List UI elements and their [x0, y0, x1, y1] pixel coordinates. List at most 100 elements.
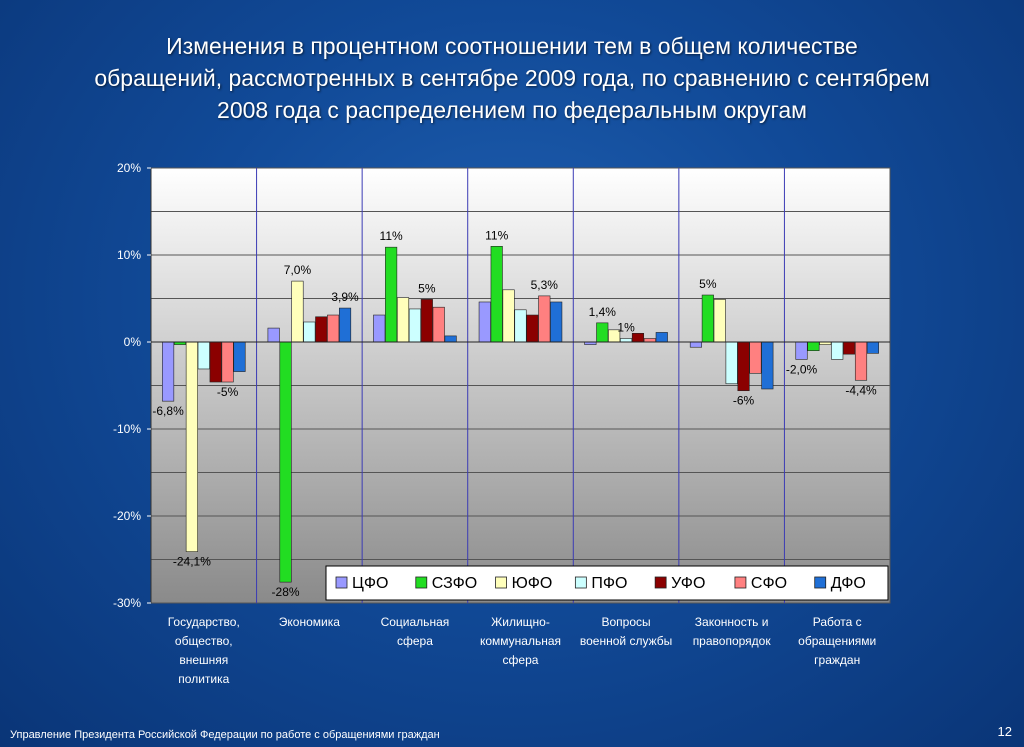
- bar: [396, 297, 410, 343]
- legend-label: СФО: [751, 575, 787, 592]
- x-category-label: Социальная: [381, 615, 450, 629]
- bar: [197, 341, 210, 370]
- bar: [339, 307, 352, 343]
- bar: [701, 294, 714, 343]
- bar: [373, 314, 386, 343]
- data-label: 5%: [418, 281, 436, 295]
- bar: [385, 246, 398, 343]
- x-category-label: Законность и: [695, 615, 769, 629]
- legend-label: СЗФО: [432, 575, 477, 592]
- legend-label: ПФО: [591, 575, 627, 592]
- x-category-label: обращениями: [798, 634, 876, 648]
- bar: [795, 341, 808, 360]
- bar: [550, 301, 563, 343]
- x-category-label: Экономика: [279, 615, 340, 629]
- bar: [843, 341, 856, 355]
- bar: [713, 299, 726, 343]
- data-label: -4,4%: [845, 383, 877, 397]
- bar: [490, 246, 503, 343]
- data-label: -2,0%: [786, 362, 818, 376]
- bar: [162, 341, 175, 402]
- x-category-label: коммунальная: [480, 634, 561, 648]
- legend-label: ЦФО: [352, 575, 388, 592]
- bar: [303, 321, 316, 343]
- bar: [221, 341, 234, 383]
- bars: [162, 246, 879, 583]
- bar: [420, 299, 433, 343]
- footer-text: Управление Президента Российской Федерац…: [10, 729, 440, 741]
- legend: ЦФО СЗФО ЮФО ПФО УФО СФО ДФО: [325, 565, 889, 601]
- bar: [749, 341, 762, 374]
- legend-label: УФО: [671, 575, 705, 592]
- bar: [854, 341, 868, 381]
- y-tick-label: -10%: [113, 422, 141, 436]
- data-label: -5%: [217, 385, 239, 399]
- bar: [432, 306, 445, 343]
- bar: [478, 301, 491, 343]
- y-tick-label: 10%: [117, 248, 141, 262]
- data-label: 1,4%: [589, 305, 617, 319]
- data-label: -6,8%: [152, 404, 184, 418]
- x-category-label: граждан: [814, 653, 860, 667]
- data-label: 1%: [617, 321, 635, 335]
- bar: [267, 327, 280, 343]
- legend-swatch: [415, 576, 428, 589]
- bar: [866, 341, 879, 354]
- x-category-label: военной службы: [580, 634, 672, 648]
- bar: [761, 341, 774, 390]
- x-category-label: общество,: [175, 634, 233, 648]
- legend-swatch: [495, 576, 507, 589]
- bar: [291, 280, 304, 343]
- data-label: 11%: [380, 229, 403, 243]
- legend-label: ЮФО: [512, 575, 553, 592]
- title-line: обращений, рассмотренных в сентябре 2009…: [94, 65, 930, 91]
- bar: [233, 341, 246, 372]
- x-category-label: сфера: [397, 634, 433, 648]
- data-label: -6%: [733, 394, 755, 408]
- bar: [279, 341, 292, 583]
- x-category-label: Вопросы: [601, 615, 650, 629]
- y-tick-label: 0%: [124, 335, 142, 349]
- legend-swatch: [574, 576, 587, 589]
- bar: [596, 322, 609, 343]
- legend-swatch: [335, 576, 348, 589]
- bar: [502, 289, 515, 343]
- legend-swatch: [734, 576, 747, 589]
- data-label: 3,9%: [331, 290, 359, 304]
- data-label: -28%: [272, 585, 300, 599]
- x-category-label: Государство,: [168, 615, 240, 629]
- x-category-label: правопорядок: [693, 634, 772, 648]
- y-tick-label: 20%: [117, 161, 141, 175]
- bar: [444, 335, 457, 343]
- bar: [807, 341, 820, 351]
- bar: [631, 332, 645, 343]
- x-category-label: сфера: [503, 653, 539, 667]
- legend-swatch: [654, 576, 667, 589]
- bar: [185, 341, 198, 552]
- bar: [514, 309, 527, 343]
- bar: [689, 341, 702, 348]
- bar: [655, 332, 668, 343]
- data-label: 7,0%: [284, 263, 312, 277]
- bar: [643, 338, 656, 343]
- bar: [737, 341, 750, 392]
- data-label: 11%: [485, 228, 508, 242]
- legend-label: ДФО: [831, 575, 866, 592]
- bar: [725, 341, 738, 385]
- data-labels: -6,8% -24,1% -5% -28% 7,0% 3,9% 11% 5% 11% 5,3% 1,…: [152, 228, 877, 599]
- bar: [315, 316, 328, 343]
- x-category-label: Работа с: [813, 615, 862, 629]
- bar: [408, 308, 421, 343]
- bar: [538, 295, 551, 343]
- bar: [620, 338, 633, 343]
- x-category-label: политика: [178, 672, 229, 686]
- slide-title: Изменения в процентном соотношении тем в…: [40, 30, 984, 126]
- x-category-label: внешняя: [179, 653, 228, 667]
- y-tick-label: -30%: [113, 596, 141, 610]
- y-tick-label: -20%: [113, 509, 141, 523]
- title-line: Изменения в процентном соотношении тем в…: [166, 33, 858, 59]
- x-category-label: Жилищно-: [491, 615, 550, 629]
- bar: [209, 341, 222, 383]
- legend-swatch: [814, 576, 827, 589]
